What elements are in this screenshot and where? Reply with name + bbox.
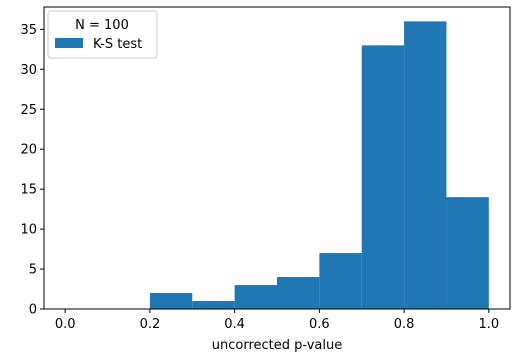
x-tick-label: 1.0 <box>478 317 499 332</box>
y-tick-label: 0 <box>29 303 37 318</box>
legend-entry-ks-test: K-S test <box>93 37 142 52</box>
histogram-bar <box>361 45 405 309</box>
legend-swatch-ks-test <box>55 38 83 48</box>
y-tick-label: 35 <box>20 23 37 38</box>
histogram-bar <box>404 21 447 310</box>
y-tick-label: 5 <box>29 263 37 278</box>
x-tick-label: 0.0 <box>55 317 76 332</box>
histogram-bar <box>319 253 362 309</box>
histogram-bar <box>192 301 235 309</box>
x-tick-label: 0.2 <box>140 317 161 332</box>
y-tick-label: 10 <box>20 223 37 238</box>
x-tick-label: 0.4 <box>224 317 245 332</box>
histogram-bar <box>446 197 489 309</box>
y-tick-label: 25 <box>20 103 37 118</box>
x-tick-label: 0.6 <box>309 317 330 332</box>
y-axis: 0 5 10 15 20 25 30 35 <box>20 23 44 318</box>
histogram-bars <box>149 21 489 310</box>
x-axis: 0.0 0.2 0.4 0.6 0.8 1.0 <box>55 309 499 332</box>
y-tick-label: 20 <box>20 143 37 158</box>
histogram-bar <box>234 285 277 309</box>
histogram-bar <box>149 293 193 309</box>
x-axis-label: uncorrected p-value <box>212 338 342 353</box>
y-tick-label: 15 <box>20 183 37 198</box>
plot-frame <box>43 6 511 310</box>
y-tick-label: 30 <box>20 63 37 78</box>
histogram-bar <box>277 277 320 309</box>
legend-title: N = 100 <box>75 18 129 33</box>
x-tick-label: 0.8 <box>394 317 415 332</box>
legend: N = 100 K-S test <box>47 10 158 59</box>
